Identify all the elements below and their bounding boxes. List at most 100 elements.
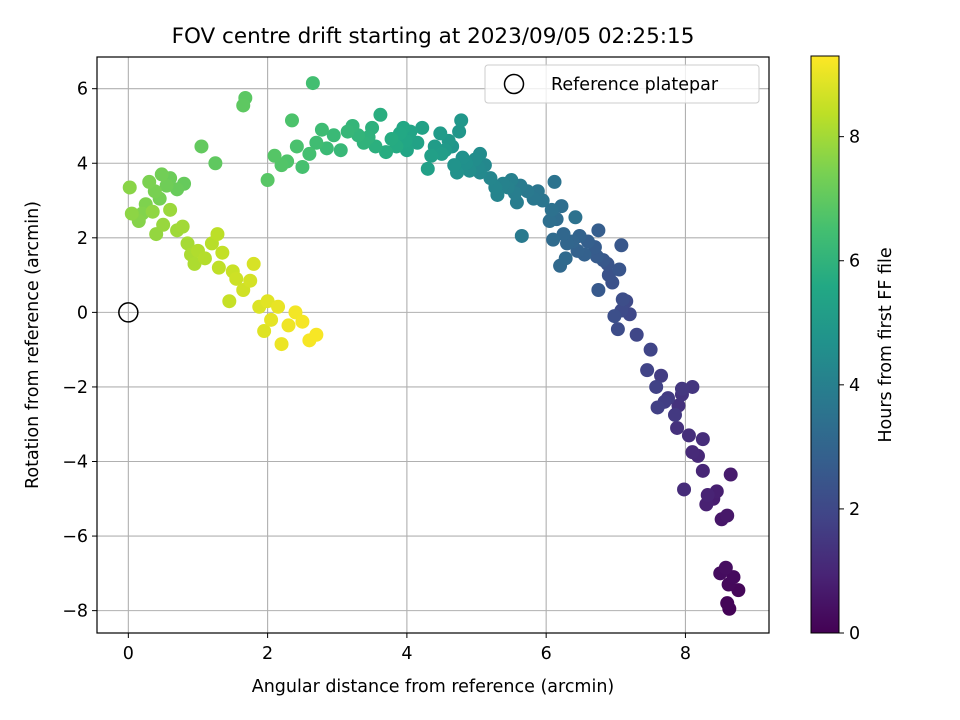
colorbar-ticks: 0 2 4 6 8	[839, 128, 860, 644]
data-point	[309, 327, 324, 342]
y-tick-label: −8	[62, 602, 88, 622]
data-point	[558, 251, 573, 266]
data-point	[424, 148, 439, 163]
data-point	[434, 146, 449, 161]
data-point	[591, 223, 606, 238]
data-point	[274, 337, 289, 352]
colorbar-tick-label: 6	[849, 252, 860, 272]
data-point	[260, 173, 275, 188]
y-tick-label: 6	[77, 80, 88, 100]
plot-area	[96, 56, 770, 634]
legend-label: Reference platepar	[551, 75, 719, 95]
data-point	[700, 488, 715, 503]
data-point	[670, 420, 685, 435]
data-point	[720, 508, 735, 523]
data-point	[640, 363, 655, 378]
data-point	[384, 132, 399, 147]
data-point	[210, 227, 225, 242]
data-point	[236, 98, 251, 113]
data-point	[333, 143, 348, 158]
data-point	[601, 268, 616, 283]
data-point	[547, 174, 562, 189]
x-ticks: 0 2 4 6 8	[123, 633, 691, 664]
data-point	[271, 299, 286, 314]
chart-title: FOV centre drift starting at 2023/09/05 …	[172, 24, 695, 49]
data-point	[650, 400, 665, 415]
data-point	[483, 171, 498, 186]
data-point	[544, 202, 559, 217]
y-axis-label: Rotation from reference (arcmin)	[23, 201, 43, 489]
data-point	[154, 167, 169, 182]
legend: Reference platepar	[484, 64, 760, 104]
data-point	[685, 379, 700, 394]
data-point	[122, 180, 137, 195]
data-point	[612, 262, 627, 277]
y-tick-label: 0	[77, 303, 88, 323]
data-point	[309, 135, 324, 150]
data-point	[677, 482, 692, 497]
data-point	[284, 113, 299, 128]
data-point	[591, 283, 606, 298]
data-point	[420, 161, 435, 176]
x-axis-label: Angular distance from reference (arcmin)	[252, 677, 615, 697]
data-point	[197, 251, 212, 266]
data-point	[289, 139, 304, 154]
colorbar-tick-label: 4	[849, 376, 860, 396]
data-point	[187, 256, 202, 271]
reference-marker	[118, 302, 139, 323]
colorbar-tick-label: 2	[849, 500, 860, 520]
data-point	[305, 76, 320, 91]
y-ticks: −8 −6 −4 −2 0 2 4 6	[62, 80, 97, 622]
data-point	[215, 245, 230, 260]
data-point	[267, 148, 282, 163]
legend-marker-icon	[503, 73, 525, 95]
data-point	[326, 128, 341, 143]
data-point	[302, 146, 317, 161]
data-point	[295, 159, 310, 174]
data-point	[610, 322, 625, 337]
y-tick-label: −6	[62, 527, 88, 547]
data-point	[667, 407, 682, 422]
data-point	[556, 227, 571, 242]
data-point	[159, 178, 174, 193]
y-tick-label: −2	[62, 378, 88, 398]
colorbar-tick-label: 0	[849, 624, 860, 644]
legend-box	[484, 64, 760, 104]
y-tick-label: −4	[62, 453, 88, 473]
data-point	[319, 141, 334, 156]
colorbar: 0 2 4 6 8 Hours from first FF file	[810, 55, 896, 644]
y-tick-label: 4	[77, 154, 88, 174]
data-point	[452, 124, 467, 139]
data-point	[175, 219, 190, 234]
data-point	[163, 202, 178, 217]
x-tick-label: 8	[680, 644, 691, 664]
data-point	[681, 428, 696, 443]
data-point	[695, 432, 710, 447]
data-point	[264, 312, 279, 327]
data-point	[373, 107, 388, 122]
data-point	[514, 228, 529, 243]
data-point	[649, 379, 664, 394]
data-point	[243, 273, 258, 288]
data-point	[246, 256, 261, 271]
data-point	[124, 206, 139, 221]
colorbar-label: Hours from first FF file	[876, 247, 896, 442]
data-point	[260, 294, 275, 309]
data-point	[229, 271, 244, 286]
data-point	[194, 139, 209, 154]
x-tick-label: 6	[541, 644, 552, 664]
data-point	[726, 570, 741, 585]
data-point	[208, 156, 223, 171]
data-point	[654, 368, 669, 383]
colorbar-gradient	[810, 55, 840, 634]
data-point	[607, 309, 622, 324]
data-point	[723, 467, 738, 482]
data-point	[222, 294, 237, 309]
data-point	[695, 463, 710, 478]
data-point	[718, 560, 733, 575]
data-point	[546, 232, 561, 247]
x-tick-label: 4	[401, 644, 412, 664]
data-point	[211, 260, 226, 275]
data-point	[257, 324, 272, 339]
y-tick-label: 2	[77, 229, 88, 249]
